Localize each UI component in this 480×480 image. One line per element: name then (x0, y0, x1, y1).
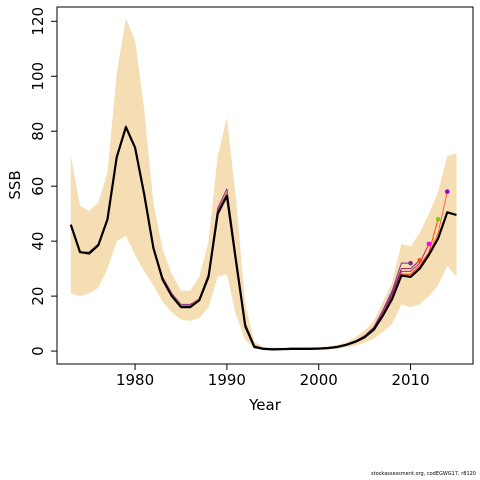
y-tick-label: 20 (29, 287, 47, 306)
y-tick-label: 120 (29, 7, 47, 36)
plot-frame (56, 6, 474, 365)
x-tick-label: 2000 (300, 371, 338, 389)
x-tick-label: 1990 (208, 371, 246, 389)
x-tick-label: 2010 (391, 371, 429, 389)
retro-endpoint-3 (426, 241, 432, 247)
axes: 1980 1990 2000 2010 0 20 40 60 80 100 120 (29, 6, 474, 389)
retro-endpoint-5 (444, 189, 450, 194)
y-tick-label: 60 (29, 177, 47, 196)
footer-credit: stockassessment.org, codEGWG17, r8120 (371, 471, 476, 477)
y-tick-label: 80 (29, 122, 47, 141)
plot-area (69, 18, 457, 351)
confidence-band (70, 18, 457, 350)
retro-endpoint-4 (435, 216, 441, 222)
ssb-final-line (69, 126, 457, 351)
y-axis-label: SSB (6, 170, 24, 199)
x-axis-label: Year (248, 396, 282, 414)
y-tick-label: 100 (29, 62, 47, 91)
y-tick-label: 0 (29, 346, 47, 356)
retro-endpoint-1 (408, 260, 413, 266)
x-tick-label: 1980 (116, 371, 154, 389)
y-tick-label: 40 (29, 232, 47, 251)
retro-endpoint-2 (417, 258, 423, 263)
